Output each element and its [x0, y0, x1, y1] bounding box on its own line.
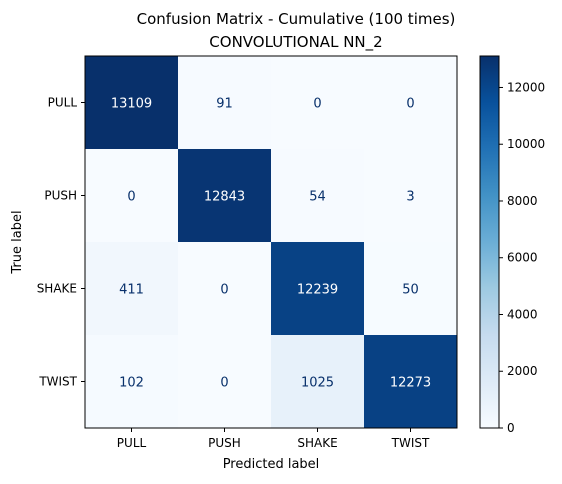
- matrix-cell: [271, 56, 365, 150]
- y-axis-ticks: PULL PUSH SHAKE TWIST: [37, 96, 85, 389]
- matrix-cell-value: 0: [220, 283, 228, 298]
- matrix-cell-value: 0: [127, 190, 135, 205]
- matrix-cell-value: 411: [119, 283, 144, 298]
- y-axis-label: True label: [10, 210, 25, 274]
- matrix-cell: [178, 242, 272, 336]
- colorbar-tick-label: 8000: [507, 194, 538, 208]
- matrix-cell-value: 12239: [297, 283, 338, 298]
- matrix-cell: [364, 335, 458, 429]
- matrix-cell-value: 91: [216, 97, 233, 112]
- colorbar-tick-label: 12000: [507, 80, 545, 94]
- matrix-cell-value: 0: [313, 97, 321, 112]
- matrix-cells: [85, 56, 458, 429]
- x-axis-label: Predicted label: [223, 457, 320, 472]
- matrix-cell: [271, 335, 365, 429]
- x-tick-label: PUSH: [208, 436, 241, 450]
- matrix-cell: [85, 335, 179, 429]
- x-tick-label: PULL: [117, 436, 147, 450]
- matrix-cell: [364, 149, 458, 243]
- matrix-cell-labels: 13109 91 0 0 0 12843 54 3 411 0 12239 50 102 0 1025 122…: [111, 97, 431, 391]
- matrix-cell-value: 3: [406, 190, 414, 205]
- matrix-cell-value: 0: [220, 376, 228, 391]
- x-axis-ticks: PULL PUSH SHAKE TWIST: [117, 428, 430, 450]
- matrix-cell-value: 102: [119, 376, 144, 391]
- matrix-cell: [364, 242, 458, 336]
- chart-title: Confusion Matrix - Cumulative (100 times…: [137, 10, 456, 28]
- matrix-cell-value: 12273: [390, 376, 431, 391]
- colorbar-tick-label: 4000: [507, 307, 538, 321]
- matrix-frame: [84, 55, 458, 429]
- matrix-cell: [178, 335, 272, 429]
- colorbar-ticks: 0 2000 4000 6000 8000 10000 12000: [499, 80, 545, 435]
- matrix-cell: [85, 56, 179, 150]
- matrix-cell-value: 1025: [301, 376, 334, 391]
- y-tick-label: SHAKE: [37, 282, 77, 296]
- matrix-cell-value: 0: [406, 97, 414, 112]
- matrix-cell: [364, 56, 458, 150]
- y-tick-label: TWIST: [38, 375, 77, 389]
- colorbar-tick-label: 6000: [507, 251, 538, 265]
- matrix-cell: [178, 149, 272, 243]
- colorbar-tick-label: 0: [507, 421, 515, 435]
- x-tick-label: SHAKE: [297, 436, 337, 450]
- matrix-cell-value: 50: [402, 283, 419, 298]
- y-tick-label: PULL: [48, 96, 78, 110]
- matrix-cell: [271, 149, 365, 243]
- matrix-cell: [85, 149, 179, 243]
- matrix-cell: [178, 56, 272, 150]
- matrix-cell-value: 13109: [111, 97, 152, 112]
- chart-subtitle: CONVOLUTIONAL NN_2: [209, 33, 382, 52]
- matrix-cell-value: 12843: [204, 190, 245, 205]
- colorbar: [479, 55, 500, 429]
- x-tick-label: TWIST: [391, 436, 430, 450]
- matrix-cell: [85, 242, 179, 336]
- matrix-cell: [271, 242, 365, 336]
- colorbar-tick-label: 10000: [507, 137, 545, 151]
- matrix-cell-value: 54: [309, 190, 326, 205]
- colorbar-tick-label: 2000: [507, 364, 538, 378]
- y-tick-label: PUSH: [44, 189, 77, 203]
